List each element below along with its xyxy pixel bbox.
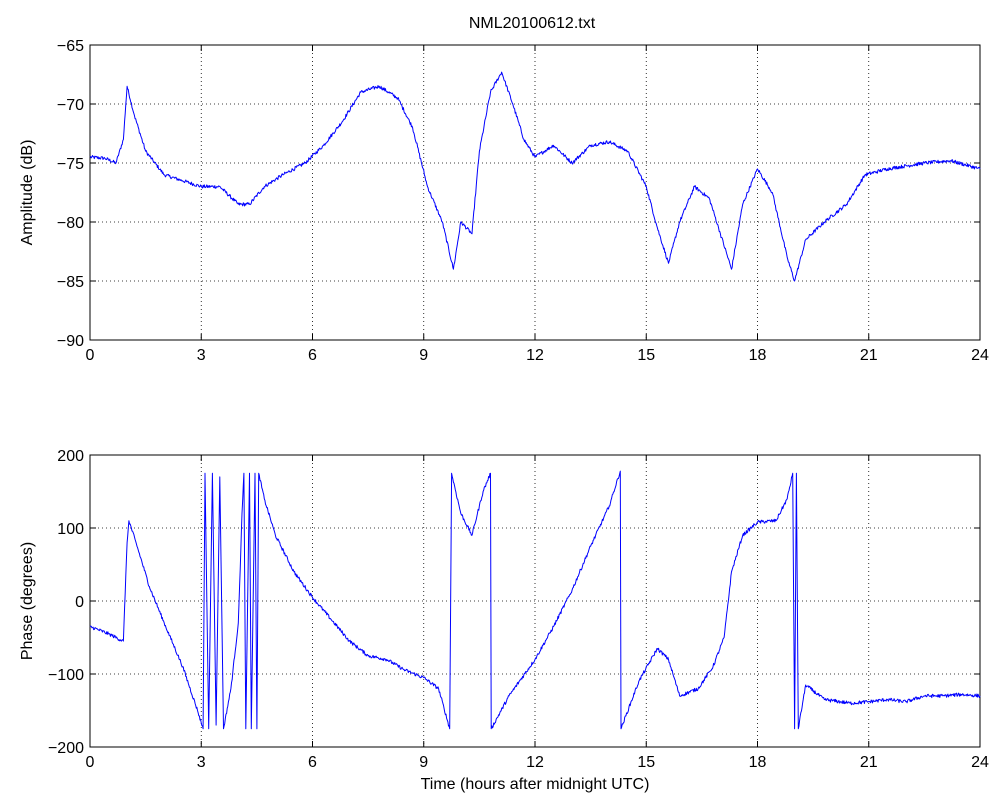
amplitude-x-tick-label: 21 [860,347,878,364]
amplitude-y-tick-label: −75 [57,156,84,173]
phase-y-tick-label: −200 [48,740,84,757]
amplitude-x-tick-label: 18 [749,347,767,364]
phase-y-tick-label: 100 [57,521,84,538]
amplitude-y-tick-label: −65 [57,38,84,55]
phase-y-tick-label: 200 [57,448,84,465]
phase-series-line [89,470,981,730]
phase-y-tick-label: −100 [48,667,84,684]
phase-x-tick-label: 15 [637,754,655,771]
amplitude-x-tick-label: 3 [197,347,206,364]
amplitude-x-tick-label: 15 [637,347,655,364]
amplitude-y-tick-label: −90 [57,333,84,350]
phase-x-tick-label: 18 [749,754,767,771]
amplitude-y-tick-label: −85 [57,274,84,291]
amplitude-y-axis-label: Amplitude (dB) [19,140,36,246]
amplitude-plot-frame [89,44,981,341]
amplitude-x-tick-label: 12 [526,347,544,364]
amplitude-x-tick-label: 9 [419,347,428,364]
chart-title: NML20100612.txt [469,15,596,32]
amplitude-x-tick-label: 0 [86,347,95,364]
phase-x-tick-label: 0 [86,754,95,771]
amplitude-y-tick-label: −80 [57,215,84,232]
amplitude-x-tick-label: 6 [308,347,317,364]
phase-x-tick-label: 21 [860,754,878,771]
phase-y-axis-label: Phase (degrees) [19,542,36,660]
amplitude-x-tick-label: 24 [971,347,989,364]
phase-x-tick-label: 24 [971,754,989,771]
phase-x-axis-label: Time (hours after midnight UTC) [421,776,650,793]
amplitude-axes: 0 3 6 9 12 15 18 21 24 −90 −85 −80 −75 −70 −65 Amplitud… [19,38,989,364]
amplitude-series-line [89,71,981,282]
phase-x-tick-label: 3 [197,754,206,771]
phase-y-tick-label: 0 [75,594,84,611]
phase-axes: 0 3 6 9 12 15 18 21 24 −200 −100 0 100 200 Phase (degr… [19,448,989,793]
amplitude-y-tick-label: −70 [57,97,84,114]
phase-x-tick-label: 12 [526,754,544,771]
phase-x-tick-label: 9 [419,754,428,771]
phase-x-tick-label: 6 [308,754,317,771]
